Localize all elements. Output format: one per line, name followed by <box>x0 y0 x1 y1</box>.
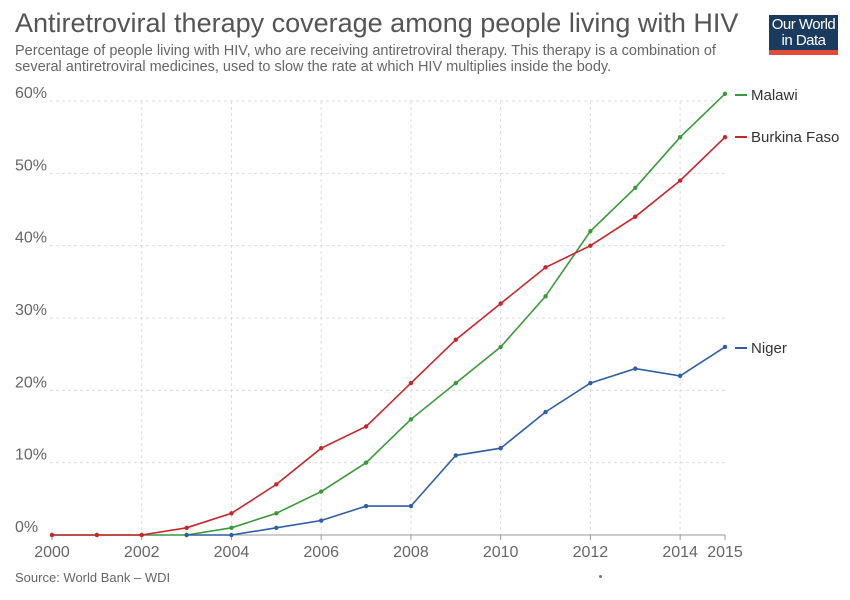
data-point-malawi[interactable] <box>274 511 279 516</box>
legend-label-niger[interactable]: Niger <box>751 340 787 357</box>
data-point-malawi[interactable] <box>408 417 414 422</box>
series-layer <box>49 91 728 538</box>
x-tick-label: 2004 <box>214 544 250 561</box>
data-point-niger[interactable] <box>677 373 683 379</box>
x-tick-label: 2010 <box>483 544 519 561</box>
data-point-niger[interactable] <box>543 409 548 415</box>
data-point-niger[interactable] <box>722 344 728 350</box>
data-point-malawi[interactable] <box>319 489 324 494</box>
chart-subtitle: Percentage of people living with HIV, wh… <box>15 43 716 75</box>
data-point-niger[interactable] <box>274 525 279 530</box>
data-point-niger[interactable] <box>588 380 593 386</box>
x-tick-label: 2012 <box>573 544 609 561</box>
data-point-malawi[interactable] <box>453 380 458 386</box>
chart-title: Antiretroviral therapy coverage among pe… <box>15 8 739 38</box>
logo-line-2: in Data <box>781 32 826 49</box>
owid-logo[interactable]: Our World in Data <box>769 15 838 55</box>
dot-mark <box>599 575 602 578</box>
data-point-malawi[interactable] <box>363 460 369 465</box>
legend-label-malawi[interactable]: Malawi <box>751 87 798 104</box>
data-point-burkina-faso[interactable] <box>139 532 144 538</box>
data-point-niger[interactable] <box>363 503 369 509</box>
data-point-niger[interactable] <box>633 366 638 371</box>
y-tick-label: 30% <box>15 302 47 319</box>
data-point-niger[interactable] <box>229 532 234 538</box>
series-line-niger[interactable] <box>186 346 726 536</box>
data-point-burkina-faso[interactable] <box>274 482 279 487</box>
y-tick-label: 50% <box>15 157 47 174</box>
data-point-niger[interactable] <box>498 446 503 451</box>
data-point-burkina-faso[interactable] <box>498 301 503 306</box>
logo-line-1: Our World <box>771 16 836 33</box>
data-point-malawi[interactable] <box>677 134 683 140</box>
data-point-burkina-faso[interactable] <box>633 214 638 219</box>
data-point-malawi[interactable] <box>633 185 638 190</box>
data-point-niger[interactable] <box>319 518 324 523</box>
data-point-burkina-faso[interactable] <box>94 532 100 538</box>
data-point-burkina-faso[interactable] <box>677 178 683 183</box>
legend-label-burkina-faso[interactable]: Burkina Faso <box>751 129 839 146</box>
data-point-burkina-faso[interactable] <box>588 243 593 248</box>
data-point-burkina-faso[interactable] <box>49 532 55 538</box>
y-tick-label: 60% <box>15 85 47 102</box>
series-line-burkina-faso[interactable] <box>52 136 726 536</box>
data-point-malawi[interactable] <box>722 91 728 96</box>
x-tick-label: 2006 <box>303 544 339 561</box>
y-tick-label: 20% <box>15 374 47 391</box>
data-point-burkina-faso[interactable] <box>453 337 458 342</box>
data-point-burkina-faso[interactable] <box>363 424 369 429</box>
data-point-malawi[interactable] <box>543 294 548 299</box>
data-point-niger[interactable] <box>408 503 414 509</box>
data-point-niger[interactable] <box>453 453 458 458</box>
data-point-burkina-faso[interactable] <box>722 134 728 140</box>
y-tick-label: 0% <box>15 519 38 536</box>
x-tick-label: 2008 <box>393 544 429 561</box>
series-line-malawi[interactable] <box>52 93 726 536</box>
data-point-burkina-faso[interactable] <box>184 525 189 530</box>
data-point-niger[interactable] <box>184 532 189 538</box>
data-point-malawi[interactable] <box>229 525 234 530</box>
source-note: Source: World Bank – WDI <box>15 570 171 585</box>
x-tick-label: 2014 <box>662 544 698 561</box>
x-tick-label: 2000 <box>34 544 70 561</box>
legend-layer: Malawi Burkina Faso Niger <box>735 87 839 357</box>
x-tick-label: 2015 <box>707 544 743 561</box>
tick-layer: 0% 10% 20% 30% 40% 50% 60% 2000 2002 2004 2006 2008… <box>15 85 743 561</box>
data-point-burkina-faso[interactable] <box>229 511 234 516</box>
grid-layer <box>50 100 726 540</box>
data-point-burkina-faso[interactable] <box>543 265 548 270</box>
y-tick-label: 40% <box>15 230 47 247</box>
data-point-malawi[interactable] <box>498 344 503 350</box>
data-point-malawi[interactable] <box>588 229 593 234</box>
data-point-burkina-faso[interactable] <box>319 446 324 451</box>
x-tick-label: 2002 <box>124 544 160 561</box>
data-point-burkina-faso[interactable] <box>408 380 414 386</box>
y-tick-label: 10% <box>15 447 47 464</box>
